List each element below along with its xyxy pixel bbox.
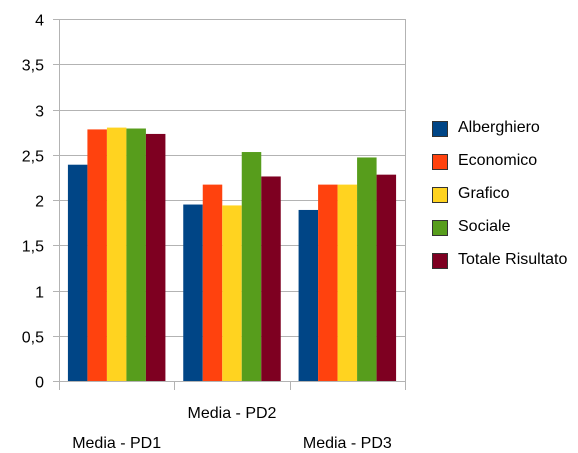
legend-label: Grafico	[458, 185, 510, 202]
axes	[59, 19, 406, 382]
bar-1-3	[298, 209, 319, 381]
y-tick-label: 2,5	[22, 149, 44, 166]
bar-5-2	[261, 176, 281, 381]
legend-item: Grafico	[432, 184, 572, 204]
y-tick-label: 1,5	[22, 239, 44, 256]
bar-4-1	[126, 128, 146, 381]
y-tick-label: 3,5	[22, 58, 44, 75]
bar-3-3	[337, 184, 358, 381]
legend-item: Sociale	[432, 217, 572, 237]
legend-label: Alberghiero	[458, 119, 540, 136]
y-axis-ticks: 0 0,5 1 1,5 2 2,5 3 3,5 4	[22, 13, 59, 392]
bar-4-3	[357, 157, 377, 381]
bars	[67, 127, 397, 381]
bar-5-1	[145, 133, 166, 381]
bar-5-3	[376, 174, 397, 381]
legend-swatch	[432, 220, 448, 236]
y-tick-label: 2	[35, 194, 44, 211]
y-tick-label: 1	[35, 285, 44, 302]
y-tick-label: 4	[35, 13, 44, 30]
x-tick-label: Media - PD3	[303, 435, 392, 452]
bar-1-2	[183, 204, 203, 381]
legend-swatch	[432, 121, 448, 137]
legend-item: Totale Risul­tato	[432, 250, 572, 270]
legend-swatch	[432, 187, 448, 203]
bar-3-2	[222, 205, 242, 381]
bar-1-1	[67, 164, 88, 381]
legend-label: Economico	[458, 152, 538, 169]
bar-2-2	[202, 184, 223, 381]
legend: Alberghiero Economico Grafico Sociale Totale…	[432, 118, 572, 283]
legend-item: Alberghiero	[432, 118, 572, 138]
legend-label: Totale Risul­tato	[458, 251, 568, 268]
x-tick-label: Media - PD1	[72, 435, 161, 452]
legend-label: Sociale	[458, 218, 511, 235]
y-tick-label: 0	[35, 375, 44, 392]
x-axis-ticks: Media - PD1 Media - PD2 Media - PD3	[59, 381, 406, 452]
legend-swatch	[432, 253, 448, 269]
bar-3-1	[106, 127, 127, 381]
bar-2-3	[318, 184, 338, 381]
plot-area-border	[59, 19, 406, 382]
x-tick-label: Media - PD2	[188, 405, 277, 422]
y-tick-label: 0,5	[22, 330, 44, 347]
legend-item: Economico	[432, 151, 572, 171]
bar-4-2	[241, 152, 262, 381]
bar-2-1	[87, 129, 107, 381]
y-tick-label: 3	[35, 104, 44, 121]
legend-swatch	[432, 154, 448, 170]
